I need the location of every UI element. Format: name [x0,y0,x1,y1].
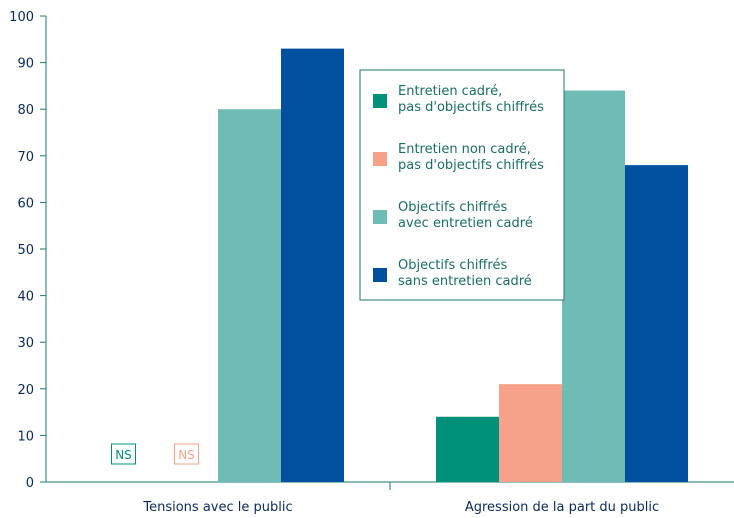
legend-swatch [373,152,387,166]
bars [218,48,688,483]
y-tick-label: 70 [17,150,34,165]
y-tick-label: 20 [17,383,34,398]
y-tick-label: 40 [17,290,34,305]
y-tick-label: 10 [17,429,34,444]
y-tick-label: 30 [17,336,34,351]
y-tick-label: 50 [17,243,34,258]
bar [436,416,499,482]
bar [625,165,688,482]
legend-entry-label: Entretien non cadré, pas d'objectifs chif… [398,142,544,173]
legend-entry-label: Objectifs chiffrés sans entretien cadré [398,258,532,289]
legend-entry-label: Objectifs chiffrés avec entretien cadré [398,200,533,231]
ns-label: NS [178,448,195,462]
y-tick-label: 80 [17,103,34,118]
legend-swatch [373,94,387,108]
legend-box [359,69,565,301]
y-tick-label: 0 [26,476,34,491]
bar [499,384,562,482]
legend: Entretien cadré, pas d'objectifs chiffrés… [359,69,565,301]
ns-annotations: NS NS [111,443,199,465]
legend-swatch [373,210,387,224]
y-tick-label: 90 [17,57,34,72]
x-category-label: Agression de la part du public [465,500,659,515]
legend-entry-label: Entretien cadré, pas d'objectifs chiffrés [398,84,544,115]
x-axis: Tensions avec le public Agression de la p… [46,481,734,515]
y-axis: 0 10 20 30 40 50 60 70 80 90 100 [9,10,47,491]
bar [562,90,625,482]
y-tick-label: 100 [9,10,34,25]
ns-label: NS [115,448,132,462]
x-category-label: Tensions avec le public [142,500,292,515]
ns-box [174,443,199,465]
ns-box [111,443,136,465]
bar [218,109,281,482]
bar [281,48,344,483]
legend-swatch [373,268,387,282]
y-tick-label: 60 [17,196,34,211]
